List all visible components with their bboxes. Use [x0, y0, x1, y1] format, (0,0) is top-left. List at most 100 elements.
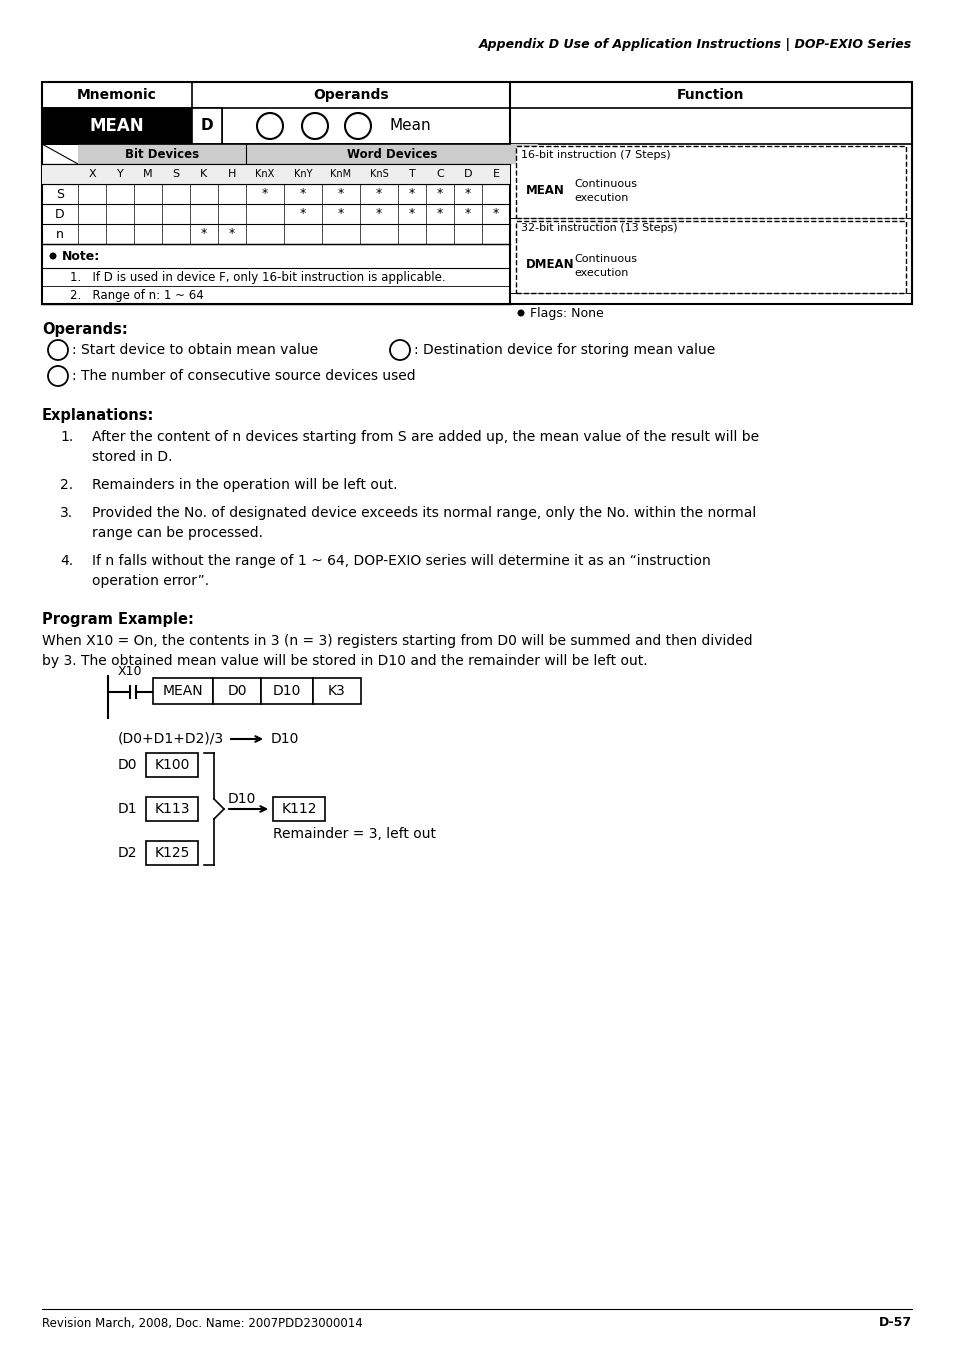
Text: K125: K125 — [154, 846, 190, 861]
Text: : Start device to obtain mean value: : Start device to obtain mean value — [71, 343, 317, 357]
Bar — [78, 145, 246, 163]
Text: KnM: KnM — [330, 169, 352, 178]
Text: Y: Y — [116, 169, 123, 178]
Text: *: * — [262, 188, 268, 200]
Text: Bit Devices: Bit Devices — [125, 147, 199, 161]
Text: MEAN: MEAN — [525, 184, 564, 196]
Text: *: * — [375, 188, 382, 200]
Text: Program Example:: Program Example: — [42, 612, 193, 627]
Text: *: * — [520, 208, 527, 220]
Text: K3: K3 — [328, 684, 346, 698]
Text: D1: D1 — [118, 802, 137, 816]
Text: Note:: Note: — [62, 250, 100, 262]
Text: X10: X10 — [118, 665, 142, 678]
Text: *: * — [464, 188, 471, 200]
Text: execution: execution — [574, 267, 628, 278]
Text: *: * — [436, 188, 442, 200]
Text: *: * — [299, 188, 306, 200]
Text: If n falls without the range of 1 ~ 64, DOP-EXIO series will determine it as an : If n falls without the range of 1 ~ 64, … — [91, 554, 710, 567]
Text: Revision March, 2008, Doc. Name: 2007PDD23000014: Revision March, 2008, Doc. Name: 2007PDD… — [42, 1316, 362, 1329]
Bar — [42, 163, 510, 184]
Circle shape — [48, 366, 68, 386]
Bar — [213, 678, 261, 704]
Text: *: * — [409, 208, 415, 220]
Text: When X10 = On, the contents in 3 (n = 3) registers starting from D0 will be summ: When X10 = On, the contents in 3 (n = 3)… — [42, 634, 752, 648]
Circle shape — [48, 340, 68, 359]
Text: 1.: 1. — [60, 430, 73, 444]
Text: K: K — [200, 169, 208, 178]
Text: 2.: 2. — [60, 478, 73, 492]
Text: *: * — [337, 208, 344, 220]
Text: D10: D10 — [271, 732, 299, 746]
Bar — [192, 108, 222, 145]
Text: After the content of n devices starting from S are added up, the mean value of t: After the content of n devices starting … — [91, 430, 759, 444]
Text: Explanations:: Explanations: — [42, 408, 154, 423]
Circle shape — [256, 113, 283, 139]
Text: X: X — [88, 169, 95, 178]
Text: H: H — [228, 169, 236, 178]
Text: operation error”.: operation error”. — [91, 574, 209, 588]
Bar — [146, 797, 198, 821]
Circle shape — [390, 340, 410, 359]
Text: D-57: D-57 — [878, 1316, 911, 1329]
Text: KnS: KnS — [369, 169, 388, 178]
Text: MEAN: MEAN — [163, 684, 203, 698]
Text: K112: K112 — [281, 802, 316, 816]
Text: T: T — [408, 169, 415, 178]
Text: *: * — [375, 208, 382, 220]
Text: D10: D10 — [273, 684, 301, 698]
Text: D2: D2 — [118, 846, 137, 861]
Text: D10: D10 — [228, 792, 256, 807]
Text: Provided the No. of designated device exceeds its normal range, only the No. wit: Provided the No. of designated device ex… — [91, 507, 756, 520]
Text: stored in D.: stored in D. — [91, 450, 172, 463]
Bar — [516, 146, 905, 218]
Text: *: * — [409, 188, 415, 200]
Text: *: * — [436, 208, 442, 220]
Text: 16-bit instruction (7 Steps): 16-bit instruction (7 Steps) — [520, 150, 670, 159]
Text: Continuous: Continuous — [574, 254, 637, 263]
Text: D0: D0 — [118, 758, 137, 771]
Text: Mean: Mean — [390, 119, 431, 134]
Bar — [261, 678, 313, 704]
Text: MEAN: MEAN — [90, 118, 144, 135]
Text: 32-bit instruction (13 Steps): 32-bit instruction (13 Steps) — [520, 223, 677, 232]
Bar — [273, 797, 325, 821]
Bar — [313, 678, 360, 704]
Text: Remainders in the operation will be left out.: Remainders in the operation will be left… — [91, 478, 397, 492]
Text: KnY: KnY — [294, 169, 312, 178]
Circle shape — [345, 113, 371, 139]
Text: *: * — [299, 208, 306, 220]
Circle shape — [302, 113, 328, 139]
Text: D0: D0 — [227, 684, 247, 698]
Text: *: * — [229, 227, 234, 240]
Text: D: D — [55, 208, 65, 220]
Text: *: * — [493, 208, 498, 220]
Text: Mnemonic: Mnemonic — [77, 88, 157, 101]
Text: by 3. The obtained mean value will be stored in D10 and the remainder will be le: by 3. The obtained mean value will be st… — [42, 654, 647, 667]
Text: : The number of consecutive source devices used: : The number of consecutive source devic… — [71, 369, 416, 382]
Text: (D0+D1+D2)/3: (D0+D1+D2)/3 — [118, 732, 224, 746]
Text: Function: Function — [677, 88, 744, 101]
Text: n: n — [56, 227, 64, 240]
Text: D: D — [200, 119, 213, 134]
Text: Appendix D Use of Application Instructions | DOP-EXIO Series: Appendix D Use of Application Instructio… — [478, 38, 911, 51]
Text: Operands: Operands — [313, 88, 389, 101]
Text: DMEAN: DMEAN — [525, 258, 574, 272]
Bar — [146, 753, 198, 777]
Text: K100: K100 — [154, 758, 190, 771]
Text: Remainder = 3, left out: Remainder = 3, left out — [273, 827, 436, 842]
Text: 3.: 3. — [60, 507, 73, 520]
Circle shape — [50, 253, 56, 259]
Text: S: S — [172, 169, 179, 178]
Bar — [42, 108, 192, 145]
Text: F: F — [520, 169, 527, 178]
Text: C: C — [436, 169, 443, 178]
Text: *: * — [464, 208, 471, 220]
Circle shape — [517, 309, 524, 316]
Text: Word Devices: Word Devices — [347, 147, 436, 161]
Bar — [42, 82, 911, 304]
Bar — [152, 678, 213, 704]
Bar — [146, 842, 198, 865]
Text: KnX: KnX — [255, 169, 274, 178]
Text: Flags: None: Flags: None — [530, 307, 603, 319]
